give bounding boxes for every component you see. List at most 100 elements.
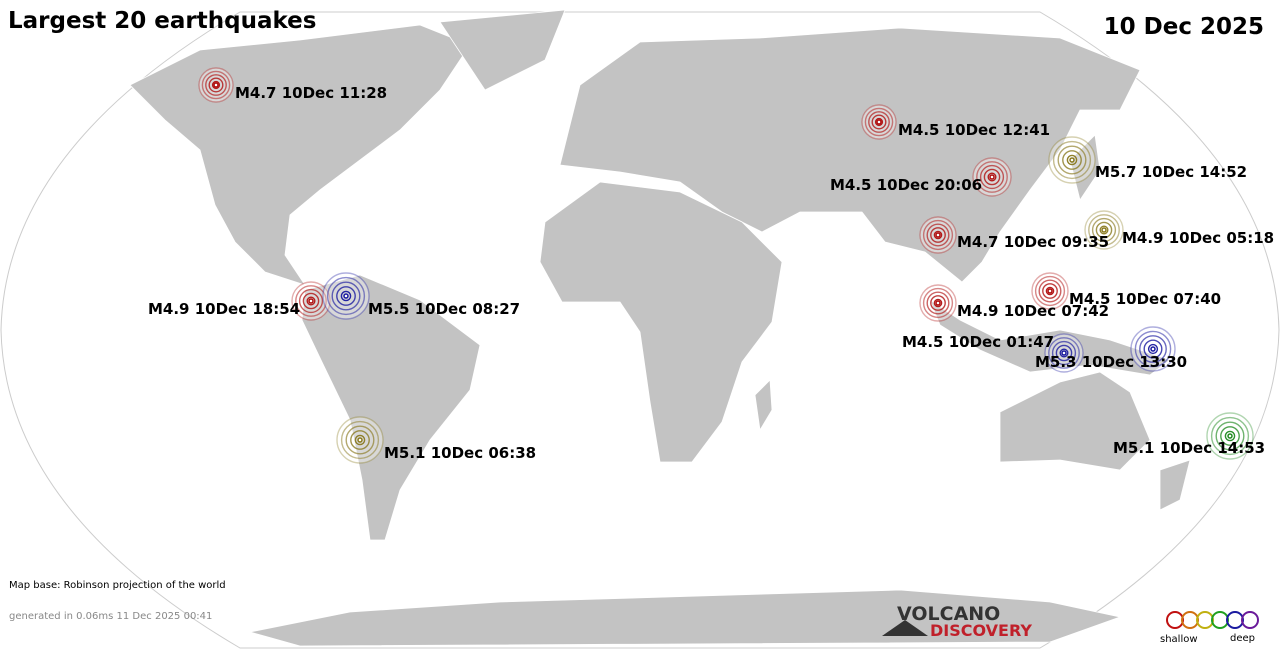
quake-ring (1224, 430, 1236, 442)
quake-ring (1052, 140, 1092, 180)
quake-ring (922, 287, 954, 319)
quake-ring (933, 230, 943, 240)
quake-ring (350, 430, 370, 450)
quake-center (1150, 346, 1156, 352)
quake-ring (1095, 221, 1113, 239)
quake-ring (1059, 348, 1069, 358)
quake-marker (972, 157, 1012, 197)
quake-ring (1042, 283, 1058, 299)
quake-label: M4.9 10Dec 18:54 (148, 300, 300, 318)
quake-label: M4.5 10Dec 20:06 (830, 176, 982, 194)
quake-ring (933, 298, 943, 308)
quake-ring (1139, 335, 1167, 363)
quake-ring (926, 291, 950, 315)
quake-label: M4.5 10Dec 01:47 (902, 333, 1054, 351)
quake-ring (208, 77, 224, 93)
quake-ring (201, 70, 231, 100)
quake-center (213, 82, 219, 88)
quake-center (308, 298, 314, 304)
quake-label: M4.9 10Dec 07:42 (957, 302, 1109, 320)
quake-ring (336, 286, 356, 306)
quake-marker (919, 216, 957, 254)
logo-mark (882, 620, 928, 636)
quake-ring (1066, 154, 1078, 166)
quake-ring (205, 74, 227, 96)
land (129, 9, 1191, 647)
quake-ring (1091, 217, 1117, 243)
quake-ring (1220, 426, 1240, 446)
quake-ring (298, 288, 324, 314)
quake-center (357, 437, 363, 443)
depth-legend (1166, 611, 1259, 629)
quake-ring (326, 276, 366, 316)
quake-marker (1044, 333, 1084, 373)
quake-ring (354, 434, 366, 446)
quake-ring (1045, 286, 1055, 296)
quake-ring (1147, 343, 1159, 355)
legend-shallow: shallow (1160, 634, 1198, 645)
legend-deep: deep (1230, 633, 1255, 644)
quake-ring (1051, 340, 1077, 366)
quake-label: M5.1 10Dec 06:38 (384, 444, 536, 462)
quake-ring (211, 80, 221, 90)
date: 10 Dec 2025 (1104, 14, 1264, 40)
quake-marker (1084, 210, 1124, 250)
quake-center (876, 119, 882, 125)
quake-center (1101, 227, 1107, 233)
quake-label: M5.3 10Dec 13:30 (1035, 353, 1187, 371)
map-base: Map base: Robinson projection of the wor… (9, 580, 226, 591)
quake-ring (295, 285, 327, 317)
quake-label: M4.7 10Dec 11:28 (235, 84, 387, 102)
quake-ring (1099, 225, 1109, 235)
quake-ring (976, 161, 1008, 193)
quake-ring (306, 296, 316, 306)
logo-line2: DISCOVERY (930, 621, 1032, 640)
quake-center (935, 232, 941, 238)
quake-ring (864, 107, 894, 137)
quake-ring (979, 164, 1005, 190)
quake-ring (340, 290, 352, 302)
quake-center (1061, 350, 1067, 356)
quake-marker (919, 284, 957, 322)
logo-line1: VOLCANO (897, 603, 1000, 625)
quake-label: M4.9 10Dec 05:18 (1122, 229, 1274, 247)
quake-ring (1134, 330, 1172, 368)
quake-marker (1206, 412, 1254, 460)
quake-ring (1088, 214, 1120, 246)
quake-ring (1038, 279, 1062, 303)
quake-ring (1062, 150, 1082, 170)
quake-label: M5.5 10Dec 08:27 (368, 300, 520, 318)
quake-ring (987, 172, 997, 182)
quake-marker (322, 272, 370, 320)
quake-label: M4.5 10Dec 12:41 (898, 121, 1050, 139)
quake-ring (930, 227, 946, 243)
quake-marker (198, 67, 234, 103)
quake-center (1069, 157, 1075, 163)
quake-ring (1057, 145, 1087, 175)
title: Largest 20 earthquakes (8, 8, 316, 34)
quake-center (1047, 288, 1053, 294)
quake-marker (1048, 136, 1096, 184)
quake-marker (291, 281, 331, 321)
quake-ring (930, 295, 946, 311)
quake-ring (983, 168, 1001, 186)
quake-ring (871, 114, 887, 130)
quake-ring (345, 425, 375, 455)
quake-ring (1215, 421, 1245, 451)
quake-ring (331, 281, 361, 311)
quake-marker (1130, 326, 1176, 372)
quake-marker (1031, 272, 1069, 310)
quake-ring (1034, 275, 1066, 307)
quake-ring (926, 223, 950, 247)
generated: generated in 0.06ms 11 Dec 2025 00:41 (9, 611, 212, 622)
quake-ring (868, 111, 890, 133)
quake-ring (1055, 344, 1073, 362)
quake-label: M5.1 10Dec 14:53 (1113, 439, 1265, 457)
quake-ring (1143, 339, 1163, 359)
quake-center (989, 174, 995, 180)
quake-label: M5.7 10Dec 14:52 (1095, 163, 1247, 181)
quake-marker (336, 416, 384, 464)
quake-ring (874, 117, 884, 127)
